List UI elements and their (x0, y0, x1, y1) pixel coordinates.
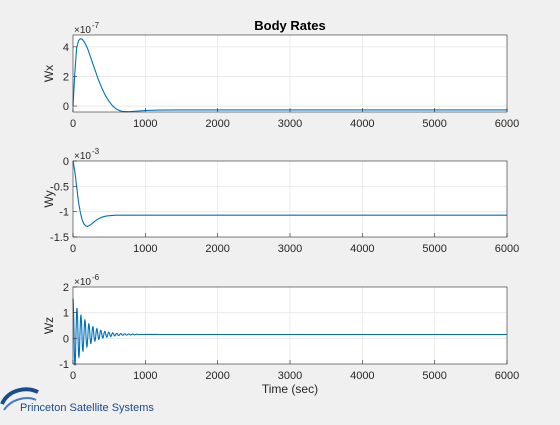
x-tick-label: 5000 (422, 118, 446, 130)
x-tick-label: 2000 (205, 370, 229, 382)
x-tick-label: 4000 (350, 243, 374, 255)
x-tick-label: 0 (70, 243, 76, 255)
x-tick-label: 2000 (205, 243, 229, 255)
y-tick-label: 0 (63, 156, 69, 168)
y-exponent-label: ×10 (74, 151, 91, 162)
y-axis-label: Wx (42, 65, 56, 82)
x-tick-label: 1000 (133, 243, 157, 255)
x-tick-label: 3000 (278, 118, 302, 130)
x-tick-label: 4000 (350, 370, 374, 382)
x-tick-label: 0 (70, 370, 76, 382)
y-tick-label: 4 (63, 42, 69, 54)
series-line-wz (72, 298, 507, 366)
y-tick-label: 2 (63, 71, 69, 83)
x-axis-label: Time (sec) (262, 382, 318, 396)
y-exponent-label: ×10 (74, 277, 91, 288)
series-line-wx (72, 38, 507, 113)
y-exponent-label: ×10 (74, 25, 91, 36)
y-tick-label: 1 (63, 308, 69, 320)
logo-text: Princeton Satellite Systems (20, 402, 154, 414)
y-tick-label: 0 (63, 333, 69, 345)
x-tick-label: 3000 (278, 243, 302, 255)
x-tick-label: 0 (70, 118, 76, 130)
y-exponent-power: -7 (92, 21, 100, 30)
y-tick-label: -1 (59, 207, 69, 219)
x-tick-label: 5000 (422, 243, 446, 255)
y-exponent-power: -6 (92, 273, 100, 282)
logo-swoosh-icon (0, 387, 39, 405)
y-tick-label: -1 (59, 359, 69, 371)
y-tick-label: 2 (63, 282, 69, 294)
pss-logo: Princeton Satellite Systems (0, 387, 154, 414)
y-tick-label: 0 (63, 101, 69, 113)
logo-swoosh-inner-icon (3, 397, 37, 411)
subplot-2: 0 1000 2000 3000 4000 5000 6000 -1.5 -1 -0.5 0 ×10-… (42, 147, 519, 255)
x-tick-label: 2000 (205, 118, 229, 130)
subplot-1: 0 1000 2000 3000 4000 5000 6000 0 2 4 ×10 -7 Wx Body … (42, 18, 519, 130)
x-tick-label: 4000 (350, 118, 374, 130)
y-axis-label: Wz (42, 317, 56, 334)
chart-title: Body Rates (254, 18, 326, 33)
x-tick-label: 1000 (133, 118, 157, 130)
x-tick-label: 6000 (495, 243, 519, 255)
x-tick-label: 6000 (495, 118, 519, 130)
y-axis-label: Wy (42, 190, 56, 207)
x-tick-label: 3000 (278, 370, 302, 382)
x-tick-label: 6000 (495, 370, 519, 382)
x-tick-label: 1000 (133, 370, 157, 382)
y-exponent-power: -3 (92, 147, 100, 156)
x-tick-label: 5000 (422, 370, 446, 382)
y-tick-label: -1.5 (50, 232, 69, 244)
series-line-wy (72, 160, 507, 227)
y-tick-label: -0.5 (50, 181, 69, 193)
